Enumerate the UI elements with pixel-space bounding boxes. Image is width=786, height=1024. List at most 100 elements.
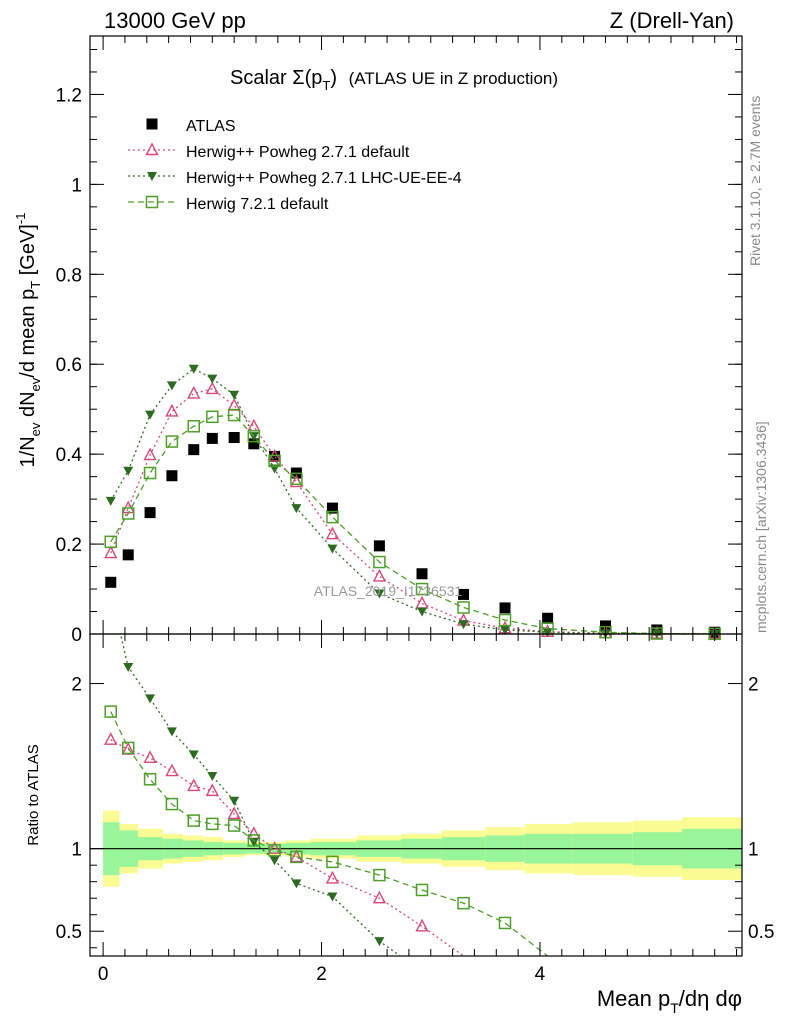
main-series-1-point-0 — [104, 545, 118, 559]
ratio-ytick-label-left-1: 1 — [71, 840, 82, 861]
ratio-series-0-point-8 — [267, 841, 282, 854]
main-series-3-point-1 — [121, 507, 135, 520]
ratio-x-axis-ticks: 0 2 4 — [98, 634, 738, 985]
xlabel-subscript: T — [670, 1000, 679, 1016]
main-ytick-label-3: 0.6 — [56, 355, 82, 376]
ratio-series-2-point-5 — [206, 817, 219, 831]
main-series-2-point-4 — [188, 364, 199, 374]
main-series-0-point-1 — [122, 549, 134, 561]
ratio-series-0-point-0 — [104, 732, 118, 745]
ratio-ytick-label-left-0: 0.5 — [56, 922, 82, 943]
ratio-series-0-point-6 — [227, 806, 241, 820]
ratio-ytick-label-right-1: 1 — [748, 840, 759, 861]
rivet-version-label: Rivet 3.1.10, ≥ 2.7M events — [747, 96, 763, 266]
title-note: (ATLAS UE in Z production) — [349, 69, 558, 88]
legend-label-powheg-lhc: Herwig++ Powheg 2.7.1 LHC-UE-EE-4 — [186, 170, 462, 187]
main-series-0-point-11 — [373, 540, 385, 552]
analysis-watermark: ATLAS_2019_I1736531 — [314, 583, 463, 599]
main-series-0-point-2 — [144, 507, 156, 519]
main-x-axis-ticks — [102, 36, 738, 634]
ratio-series-0-point-12 — [415, 918, 429, 932]
main-series-1-point-3 — [165, 403, 179, 417]
main-series-2-point-5 — [207, 374, 218, 384]
xlabel-part-a: Mean p — [597, 986, 670, 1011]
main-series-0-point-8 — [269, 450, 281, 462]
main-ytick-label-6: 1.2 — [56, 85, 82, 106]
ratio-ytick-label-right-2: 2 — [748, 675, 759, 696]
ratio-series-2-point-7 — [247, 834, 261, 847]
ratio-series-2-point-6 — [227, 819, 241, 832]
main-series-0-point-4 — [188, 444, 200, 456]
legend-marker-3 — [145, 195, 159, 209]
ratio-xtick-label-0: 0 — [98, 964, 109, 985]
ratio-uncertainty-bands — [90, 810, 742, 887]
main-data-layer — [104, 364, 722, 641]
main-series-2-point-3 — [166, 381, 177, 391]
main-series-3-point-14 — [498, 613, 512, 627]
main-series-1-point-10 — [325, 526, 340, 540]
xlabel-part-b: /dη dφ — [679, 986, 742, 1011]
ratio-series-1-point-2 — [145, 694, 156, 704]
main-series-1-point-2 — [143, 447, 157, 461]
header-energy: 13000 GeV pp — [104, 8, 246, 33]
main-series-0-point-6 — [228, 432, 240, 444]
header-process: Z (Drell-Yan) — [610, 8, 734, 33]
main-series-3-point-5 — [206, 410, 219, 424]
legend: ATLAS Herwig++ Powheg 2.7.1 default Herw… — [128, 118, 462, 213]
ratio-series-0-point-9 — [289, 849, 304, 863]
main-series-2-point-0 — [105, 496, 116, 506]
main-series-2-point-13 — [458, 620, 469, 630]
ratio-series-2-point-11 — [373, 868, 386, 882]
main-y-axis-ticks: 0 0.2 0.4 0.6 0.8 1 1.2 — [56, 48, 742, 646]
title-close: ) — [330, 67, 337, 89]
main-series-0-point-10 — [326, 502, 338, 514]
ratio-series-1-point-11 — [374, 937, 385, 947]
ratio-series-2-point-10 — [326, 855, 339, 869]
ratio-series-1-point-7 — [248, 838, 259, 848]
ratio-series-1-point-4 — [188, 750, 199, 760]
main-series-2-point-12 — [417, 607, 428, 617]
ratio-series-2-point-8 — [268, 844, 281, 857]
ratio-xtick-label-2: 4 — [535, 964, 546, 985]
main-series-3-point-12 — [415, 582, 429, 596]
ylabel-part-8: -1 — [13, 213, 28, 225]
main-series-3-point-7 — [247, 429, 261, 443]
ratio-series-1-point-3 — [166, 727, 177, 737]
ratio-series-line-0 — [110, 739, 464, 956]
ratio-panel: 0.5 0.5 1 1 2 2 0 2 4 Ratio to ATLAS — [25, 633, 774, 985]
main-series-2-point-9 — [291, 504, 302, 514]
main-series-2-point-6 — [229, 390, 240, 400]
ratio-series-2-point-2 — [143, 773, 157, 786]
ratio-series-0-point-3 — [165, 763, 179, 777]
chart-title: Scalar Σ(pT) (ATLAS UE in Z production) — [230, 67, 558, 93]
main-series-3-point-0 — [104, 535, 118, 549]
main-ytick-label-0: 0 — [71, 625, 82, 646]
ratio-series-1-point-5 — [207, 772, 218, 782]
main-series-0-point-5 — [206, 432, 218, 444]
ratio-series-2-point-14 — [498, 916, 512, 930]
main-ytick-label-1: 0.2 — [56, 535, 82, 556]
ylabel-part-1: 1/N — [17, 436, 39, 467]
title-main: Scalar Σ(p — [230, 67, 322, 89]
legend-label-powheg-default: Herwig++ Powheg 2.7.1 default — [186, 144, 410, 161]
main-panel: 0 0.2 0.4 0.6 0.8 1 1.2 ATLAS_2019_I1736531 Sc… — [13, 35, 743, 646]
mcplots-reference-label: mcplots.cern.ch [arXiv:1306.3436] — [753, 421, 769, 633]
main-series-2-point-11 — [374, 589, 385, 599]
main-series-1-point-11 — [372, 568, 387, 582]
ylabel-part-6: T — [28, 281, 43, 289]
ratio-ytick-label-left-2: 2 — [71, 675, 82, 696]
ratio-series-line-2 — [110, 711, 548, 956]
ratio-panel-frame — [89, 633, 743, 957]
x-axis-label: Mean pT/dη dφ — [597, 986, 742, 1016]
ratio-xtick-label-1: 2 — [316, 964, 327, 985]
legend-marker-2 — [147, 172, 157, 181]
ylabel-part-2: ev — [28, 422, 43, 436]
main-series-2-point-1 — [123, 466, 134, 476]
main-series-3-point-6 — [227, 408, 241, 422]
main-series-2-point-10 — [327, 544, 338, 554]
main-series-2-point-14 — [500, 625, 511, 635]
main-series-0-point-7 — [248, 438, 260, 450]
ratio-series-2-point-13 — [457, 896, 470, 910]
legend-label-atlas: ATLAS — [186, 118, 236, 135]
